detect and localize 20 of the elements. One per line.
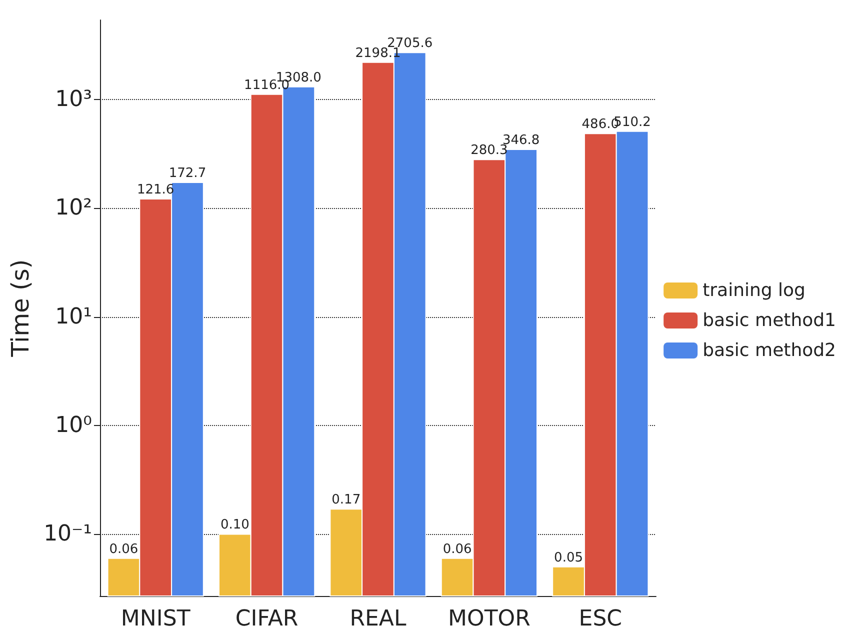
data-label: 0.05: [554, 550, 583, 566]
data-label: 0.10: [220, 518, 250, 533]
y-tick-label: 10¹: [55, 304, 92, 330]
data-label: 0.06: [109, 542, 138, 557]
y-tick-label: 10⁰: [55, 413, 92, 438]
data-label: 0.06: [442, 542, 472, 557]
y-tick-label: 10³: [55, 87, 92, 112]
legend-label: basic method2: [702, 340, 836, 361]
x-tick-label: CIFAR: [235, 606, 298, 632]
x-tick-label: REAL: [350, 606, 407, 632]
y-tick-label: 10⁻¹: [44, 522, 92, 547]
y-axis-title: Time (s): [6, 259, 35, 358]
x-tick-label: ESC: [578, 606, 622, 632]
x-tick-label: MNIST: [120, 606, 191, 632]
legend-label: basic method1: [702, 310, 836, 331]
x-tick-label: MOTOR: [448, 606, 530, 632]
legend-label: training log: [702, 280, 806, 301]
data-label: 172.7: [168, 166, 206, 181]
data-label: 0.17: [332, 492, 361, 508]
y-tick-label: 10²: [55, 196, 92, 221]
